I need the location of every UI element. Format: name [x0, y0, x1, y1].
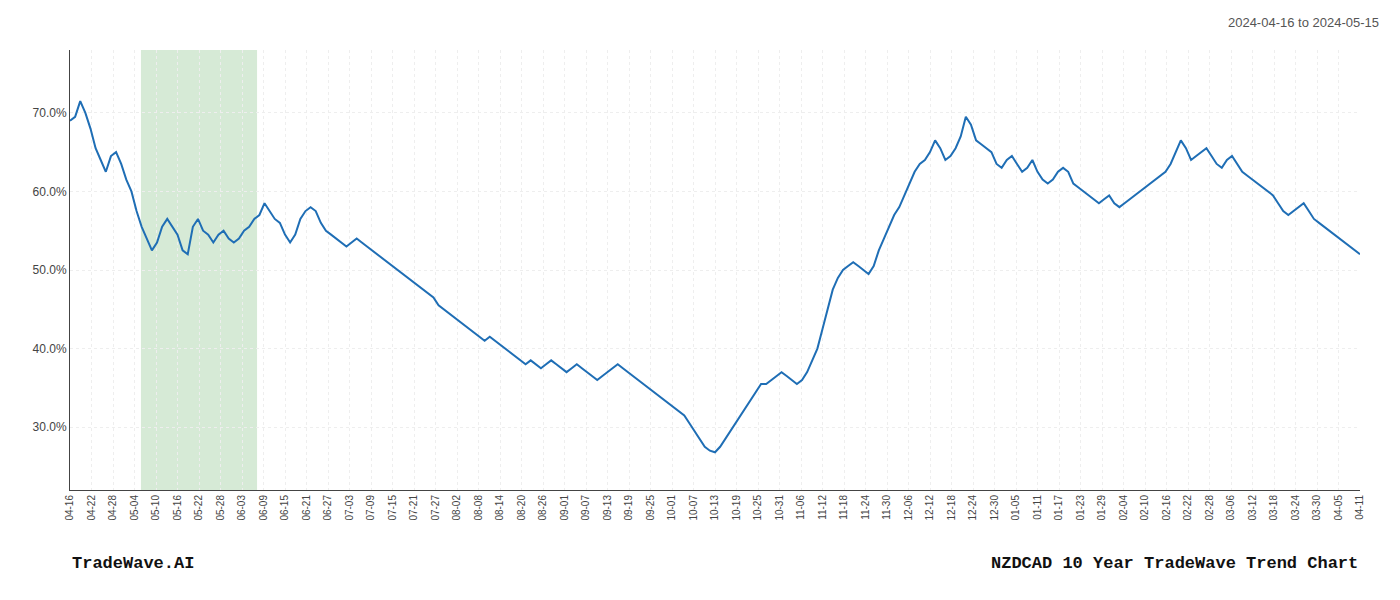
svg-text:02-10: 02-10	[1139, 495, 1150, 521]
svg-text:05-16: 05-16	[172, 495, 183, 521]
svg-text:01-17: 01-17	[1053, 495, 1064, 521]
svg-text:04-11: 04-11	[1354, 495, 1365, 520]
svg-text:40.0%: 40.0%	[33, 342, 67, 356]
svg-text:10-13: 10-13	[709, 495, 720, 521]
svg-text:03-12: 03-12	[1247, 495, 1258, 521]
svg-text:08-14: 08-14	[494, 495, 505, 521]
svg-text:01-29: 01-29	[1096, 495, 1107, 521]
svg-text:01-23: 01-23	[1075, 495, 1086, 521]
svg-text:50.0%: 50.0%	[33, 263, 67, 277]
svg-text:08-20: 08-20	[516, 495, 527, 521]
svg-text:04-22: 04-22	[86, 495, 97, 521]
svg-text:08-08: 08-08	[473, 495, 484, 521]
svg-text:05-04: 05-04	[129, 495, 140, 521]
svg-text:12-30: 12-30	[989, 495, 1000, 521]
svg-text:02-16: 02-16	[1161, 495, 1172, 521]
svg-text:01-11: 01-11	[1032, 495, 1043, 520]
svg-text:03-30: 03-30	[1311, 495, 1322, 521]
svg-text:NZDCAD 10 Year TradeWave Trend: NZDCAD 10 Year TradeWave Trend Chart	[991, 554, 1358, 573]
svg-text:07-15: 07-15	[387, 495, 398, 521]
svg-text:70.0%: 70.0%	[33, 106, 67, 120]
svg-text:TradeWave.AI: TradeWave.AI	[72, 554, 194, 573]
svg-text:03-06: 03-06	[1225, 495, 1236, 521]
svg-text:60.0%: 60.0%	[33, 185, 67, 199]
svg-text:06-27: 06-27	[322, 495, 333, 521]
svg-text:11-12: 11-12	[817, 495, 828, 520]
svg-text:2024-04-16 to 2024-05-15: 2024-04-16 to 2024-05-15	[1228, 15, 1379, 30]
svg-text:10-25: 10-25	[752, 495, 763, 521]
svg-text:06-09: 06-09	[258, 495, 269, 521]
svg-text:11-18: 11-18	[838, 495, 849, 520]
svg-text:12-18: 12-18	[946, 495, 957, 521]
svg-text:05-10: 05-10	[150, 495, 161, 521]
svg-text:09-07: 09-07	[580, 495, 591, 521]
svg-text:03-18: 03-18	[1268, 495, 1279, 521]
svg-text:11-30: 11-30	[881, 495, 892, 520]
svg-text:07-27: 07-27	[430, 495, 441, 521]
svg-text:10-31: 10-31	[774, 495, 785, 521]
svg-text:10-07: 10-07	[688, 495, 699, 521]
svg-text:12-24: 12-24	[967, 495, 978, 521]
svg-text:06-03: 06-03	[236, 495, 247, 521]
svg-text:08-26: 08-26	[537, 495, 548, 521]
svg-text:06-15: 06-15	[279, 495, 290, 521]
svg-text:09-01: 09-01	[559, 495, 570, 521]
svg-text:10-19: 10-19	[731, 495, 742, 521]
svg-text:03-24: 03-24	[1290, 495, 1301, 521]
svg-text:05-22: 05-22	[193, 495, 204, 521]
svg-text:01-05: 01-05	[1010, 495, 1021, 521]
svg-text:06-21: 06-21	[301, 495, 312, 521]
svg-text:09-13: 09-13	[602, 495, 613, 521]
svg-text:09-19: 09-19	[623, 495, 634, 521]
svg-text:09-25: 09-25	[645, 495, 656, 521]
svg-text:02-28: 02-28	[1204, 495, 1215, 521]
svg-text:04-28: 04-28	[107, 495, 118, 521]
svg-text:12-06: 12-06	[903, 495, 914, 521]
svg-text:11-24: 11-24	[860, 495, 871, 520]
svg-text:12-12: 12-12	[924, 495, 935, 521]
svg-text:02-04: 02-04	[1118, 495, 1129, 521]
svg-text:04-16: 04-16	[64, 495, 75, 521]
svg-text:02-22: 02-22	[1182, 495, 1193, 521]
svg-text:11-06: 11-06	[795, 495, 806, 520]
svg-text:30.0%: 30.0%	[33, 420, 67, 434]
svg-text:07-09: 07-09	[365, 495, 376, 521]
svg-text:07-21: 07-21	[408, 495, 419, 521]
svg-text:10-01: 10-01	[666, 495, 677, 521]
svg-text:07-03: 07-03	[344, 495, 355, 521]
svg-text:08-02: 08-02	[451, 495, 462, 521]
svg-text:04-05: 04-05	[1333, 495, 1344, 521]
svg-text:05-28: 05-28	[215, 495, 226, 521]
